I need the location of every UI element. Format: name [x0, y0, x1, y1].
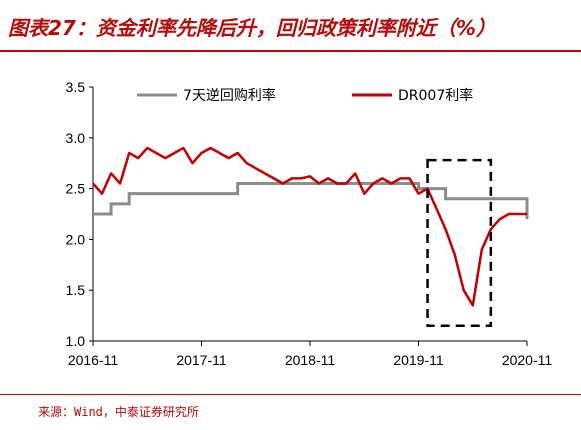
legend-label-dr007: DR007利率 — [398, 87, 473, 104]
x-tick-label: 2020-11 — [502, 352, 553, 368]
line-chart: 1.0 1.5 2.0 2.5 3.0 3.5 2016-11 2017-11 2018-11 2… — [66, 79, 553, 368]
chart-title: 图表27：资金利率先降后升，回归政策利率附近（%） — [8, 15, 496, 40]
x-tick-label: 2017-11 — [176, 352, 227, 368]
source-divider — [0, 394, 581, 395]
title-divider — [0, 50, 581, 52]
y-tick-label: 2.5 — [66, 181, 86, 197]
x-tick-label: 2019-11 — [393, 352, 444, 368]
x-tick-label: 2018-11 — [285, 352, 336, 368]
source-note: 来源：Wind，中泰证券研究所 — [38, 405, 199, 419]
legend-label-reverse-repo: 7天逆回购利率 — [183, 87, 276, 104]
y-tick-label: 2.0 — [66, 231, 86, 247]
x-tick-label: 2016-11 — [68, 352, 119, 368]
y-tick-label: 3.5 — [66, 79, 86, 95]
y-tick-label: 1.0 — [66, 333, 86, 349]
highlight-box — [426, 158, 493, 328]
series-line-reverse-repo — [93, 182, 529, 220]
y-tick-label: 3.0 — [66, 130, 86, 146]
y-tick-label: 1.5 — [66, 282, 86, 298]
series-line-dr007 — [92, 146, 527, 307]
